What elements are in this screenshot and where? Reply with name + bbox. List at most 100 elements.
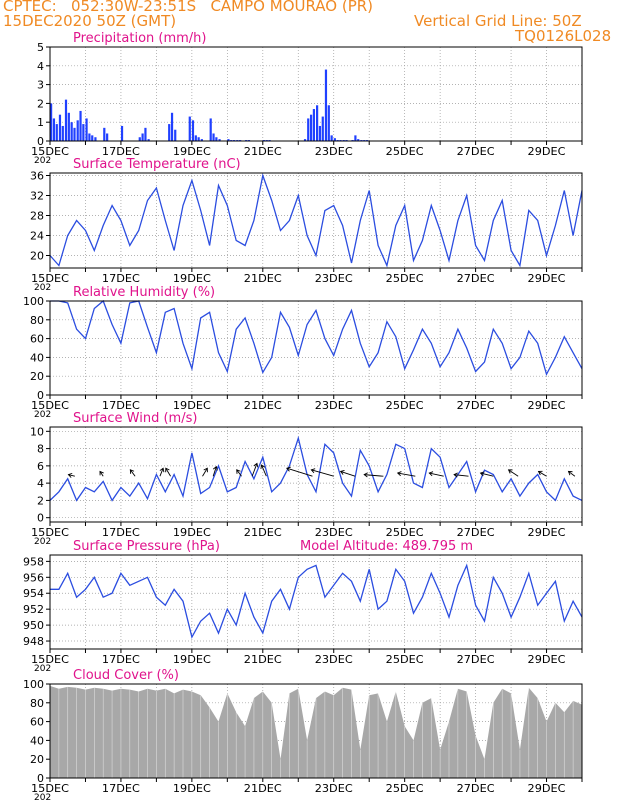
precip-bar [309,114,313,141]
precip-bar [55,124,58,141]
panel-frame [49,172,583,269]
x-tick-label: 15DEC [31,145,69,158]
precip-bar [321,116,324,141]
x-tick-label: 29DEC [528,145,566,158]
panel-frame [49,300,583,396]
y-tick-label: 1 [37,116,44,129]
precip-bar [327,105,330,141]
wind-vector-head [310,468,316,474]
x-tick-label: 17DEC [102,399,140,412]
precip-bar [79,110,82,141]
wind-vector [508,469,519,477]
y-tick-label: 4 [37,477,44,490]
precip-bar [73,127,76,141]
precip-bar [303,139,307,141]
x-tick-label: 27DEC [457,526,495,539]
wind-vector-head [159,467,165,473]
precip-bar [82,124,85,141]
temp-title: Surface Temperature (nC) [73,157,241,172]
x-tick-label: 27DEC [457,653,495,666]
wind-vector-head [260,464,266,470]
y-tick-label: 20 [30,753,44,766]
panel-frame [49,554,583,650]
wind-vector-head [236,469,241,474]
x-tick-label: 23DEC [315,526,353,539]
precip-bar [324,69,328,141]
pressure-title: Surface Pressure (hPa) [73,539,220,554]
wind-vector [364,474,384,477]
precip-bar [174,129,177,141]
precip-bar [120,125,124,141]
y-tick-label: 4 [37,60,44,73]
precip-bar [144,127,147,141]
wind-vector-head [212,465,218,471]
y-tick-label: 0 [37,389,44,402]
wind-vector-head [363,472,368,478]
y-tick-label: 36 [30,170,44,183]
y-tick-label: 100 [23,678,44,691]
y-tick-label: 20 [30,370,44,383]
precip-bar [318,125,322,141]
x-year-label: 202 [34,156,51,166]
precip-bar [357,139,360,141]
pressure-line [50,563,583,639]
temp-line [49,173,583,268]
x-tick-label: 27DEC [457,782,495,795]
precip-bar [188,116,191,141]
precip-bar [330,135,333,141]
y-tick-label: 80 [30,314,44,327]
x-tick-label: 25DEC [386,526,424,539]
x-tick-label: 19DEC [173,526,211,539]
x-year-label: 202 [34,664,51,674]
y-tick-label: 954 [23,587,44,600]
precip-bar [103,127,106,141]
wind-vector [236,469,242,477]
precip-bar [197,137,200,141]
x-tick-label: 15DEC [31,526,69,539]
wind-vector-head [286,466,291,472]
x-tick-label: 19DEC [173,145,211,158]
panel-frame [49,46,583,142]
precip-title: Precipitation (mm/h) [73,31,206,46]
x-tick-label: 29DEC [528,782,566,795]
wind-vector-head [479,471,485,477]
x-tick-label: 17DEC [102,272,140,285]
panel-pressure: 948 950 952 954 956 958 15DEC 17DEC 19DEC 21DEC 23… [23,539,583,674]
precip-bar [218,139,221,141]
y-tick-label: 958 [23,555,44,568]
wind-vector-head [453,472,458,478]
y-tick-label: 3 [37,79,44,92]
y-tick-label: 24 [30,230,44,243]
y-tick-label: 952 [23,603,44,616]
x-tick-label: 27DEC [457,145,495,158]
panel-cloud: 0 20 40 60 80 100 15DEC 17DEC 19DEC 21DEC 23DEC 25D… [23,668,583,800]
precip-bar [147,139,150,141]
wind-vector [397,472,416,477]
y-tick-label: 956 [23,571,44,584]
x-tick-label: 21DEC [244,145,282,158]
wind-vector [212,466,217,477]
wind-vector-head [67,472,73,478]
panel-precip: 0 1 2 3 4 5 15DEC 17DEC 19DEC 21DEC 23DEC 25DEC 27DE… [31,31,583,166]
x-tick-label: 25DEC [386,272,424,285]
wind-vector-head [428,471,434,477]
x-year-label: 202 [34,537,51,547]
x-tick-label: 19DEC [173,272,211,285]
y-tick-label: 100 [23,295,44,308]
y-tick-label: 0 [37,512,44,525]
precip-bar [312,109,316,141]
y-tick-label: 60 [30,716,44,729]
precip-bar [76,120,79,141]
rh-line [50,299,583,377]
wind-vector-head [537,470,543,476]
wind-vector [340,471,356,477]
x-tick-label: 25DEC [386,145,424,158]
precip-bar [67,112,70,141]
wind-title: Surface Wind (m/s) [73,411,197,426]
x-tick-label: 29DEC [528,653,566,666]
header-station: CPTEC: 052:30W-23:51S CAMPO MOURAO (PR) [3,0,374,15]
precip-bar [138,137,141,141]
rh-title: Relative Humidity (%) [73,285,215,300]
x-tick-label: 15DEC [31,782,69,795]
